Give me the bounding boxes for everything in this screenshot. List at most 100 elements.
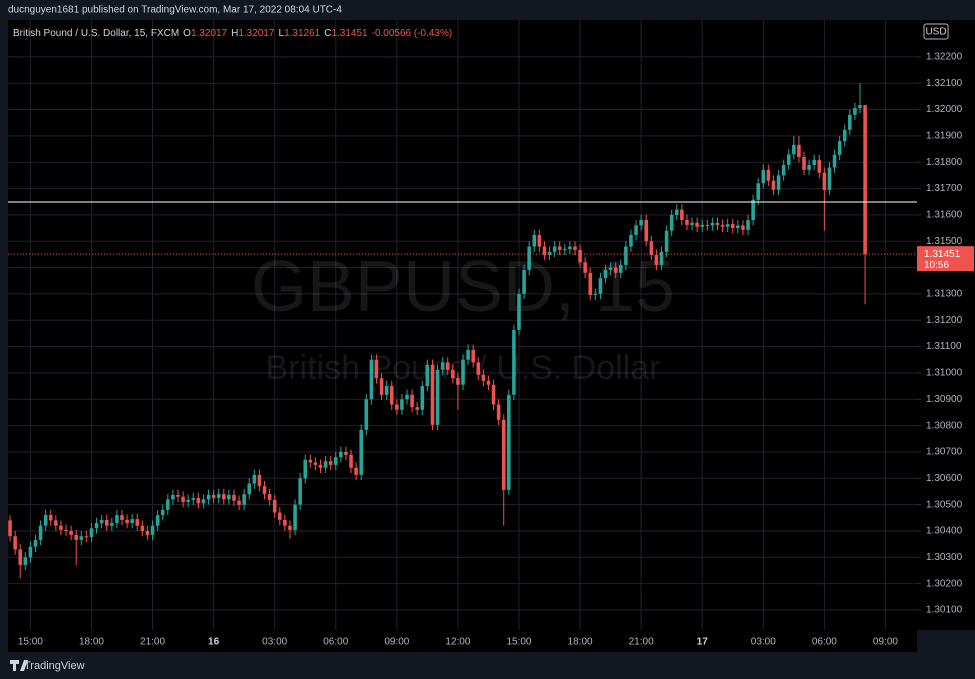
y-tick-label: 1.30400 <box>926 526 963 537</box>
candle-body <box>608 267 613 270</box>
candle-body <box>491 384 496 405</box>
x-tick-label: 18:00 <box>79 637 104 648</box>
candle-body <box>359 429 363 475</box>
y-tick-label: 1.31900 <box>926 131 963 142</box>
candle-body <box>512 330 516 395</box>
candle-body <box>28 546 33 558</box>
candle-body <box>125 519 129 524</box>
x-tick-label: 09:00 <box>873 637 898 648</box>
y-tick-label: 1.31000 <box>926 368 963 379</box>
candle-body <box>481 374 486 381</box>
legend-value: 1.32017 <box>191 28 228 39</box>
candle-body <box>822 172 827 190</box>
candle-body <box>786 154 791 165</box>
y-tick-label: 1.30500 <box>926 499 963 510</box>
legend-key: O <box>183 28 191 39</box>
y-tick-label: 1.32000 <box>926 104 963 115</box>
legend-key: L <box>279 28 285 39</box>
candle-body <box>557 246 562 250</box>
currency-box <box>923 23 949 40</box>
y-tick-label: 1.30900 <box>926 394 963 405</box>
candle-body <box>527 246 531 270</box>
candle-body <box>328 461 333 465</box>
candle-body <box>420 386 425 410</box>
x-tick-label: 21:00 <box>629 637 654 648</box>
candle-body <box>242 494 246 505</box>
y-tick-label: 1.30600 <box>926 473 963 484</box>
candle-body <box>8 520 12 537</box>
candle-body <box>720 224 725 227</box>
candle-body <box>405 394 409 400</box>
candle-body <box>430 364 435 425</box>
candle-body <box>237 500 241 505</box>
candle-body <box>451 369 455 379</box>
candle-body <box>94 523 99 529</box>
candle-body <box>736 225 740 229</box>
candle-body <box>54 520 58 526</box>
candle-body <box>501 419 506 490</box>
candle-body <box>710 222 715 226</box>
candle-body <box>303 459 308 479</box>
x-tick-label: 17 <box>697 637 709 648</box>
candle-body <box>211 494 216 499</box>
candle-body <box>522 269 526 294</box>
candle-body <box>496 404 501 420</box>
candle-body <box>741 225 745 230</box>
candle-body <box>837 141 842 155</box>
legend-key: H <box>231 28 238 39</box>
candle-body <box>771 180 776 190</box>
candle-body <box>629 234 633 247</box>
candle-body <box>298 478 302 505</box>
candle-body <box>232 494 236 501</box>
candle-body <box>272 499 277 513</box>
candle-body <box>425 364 430 387</box>
x-tick-label: 06:00 <box>323 637 348 648</box>
y-tick-label: 1.30700 <box>926 447 963 458</box>
candle-body <box>89 528 94 538</box>
y-tick-label: 1.31600 <box>926 210 963 221</box>
y-tick-label: 1.31700 <box>926 183 963 194</box>
legend-value: 1.32017 <box>238 28 275 39</box>
candle-body <box>99 519 104 524</box>
candle-body <box>395 404 399 410</box>
candle-body <box>120 515 124 520</box>
candle-body <box>69 530 73 535</box>
y-tick-label: 1.31100 <box>926 341 962 352</box>
candle-body <box>400 399 404 410</box>
candle-body <box>435 369 440 425</box>
candle-body <box>705 224 710 226</box>
candle-body <box>257 474 262 487</box>
candle-body <box>140 525 145 531</box>
candle-body <box>18 549 22 565</box>
candle-body <box>588 272 593 295</box>
candle-body <box>802 156 806 170</box>
y-tick-label: 1.31800 <box>926 157 963 168</box>
candle-body <box>176 494 180 497</box>
candle-body <box>64 529 68 531</box>
candle-body <box>84 536 89 538</box>
candle-body <box>79 536 84 540</box>
candle-body <box>333 457 338 465</box>
candle-body <box>751 199 755 221</box>
candle-body <box>349 454 353 468</box>
candle-body <box>690 222 694 225</box>
candle-body <box>318 464 323 468</box>
candle-body <box>145 530 150 535</box>
candle-body <box>344 451 348 455</box>
candle-body <box>593 293 598 295</box>
candle-body <box>181 496 185 502</box>
x-tick-label: 16 <box>208 637 220 648</box>
currency-label: USD <box>925 27 946 38</box>
candle-body <box>288 525 292 530</box>
y-tick-label: 1.32100 <box>926 78 963 89</box>
candle-body <box>832 154 837 168</box>
candle-body <box>827 167 832 190</box>
candle-body <box>23 557 28 565</box>
candle-body <box>695 222 699 227</box>
watermark-symbol: GBPUSD, 15 <box>251 247 675 327</box>
candle-body <box>374 359 379 379</box>
candle-body <box>532 234 537 247</box>
candle-body <box>364 399 369 430</box>
